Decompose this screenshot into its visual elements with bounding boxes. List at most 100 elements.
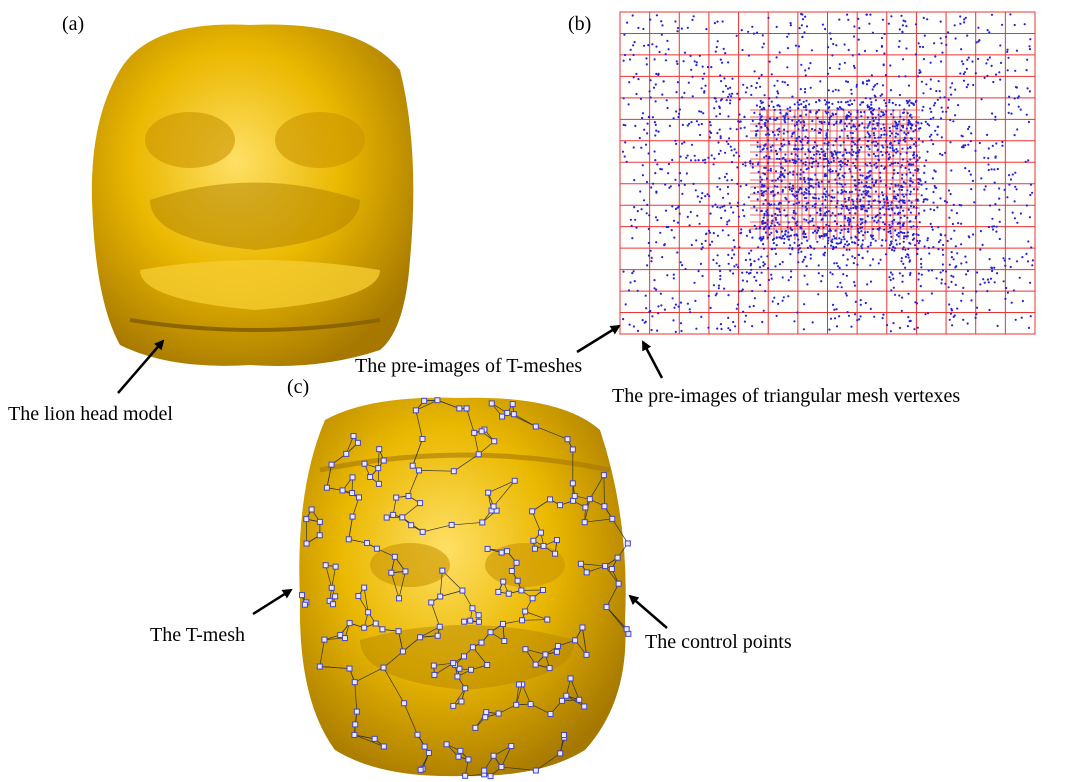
vertex-dot [873,184,875,186]
vertex-dot [795,222,797,224]
vertex-dot [740,185,742,187]
vertex-dot [766,148,768,150]
vertex-dot [840,108,842,110]
vertex-dot [720,80,722,82]
vertex-dot [891,209,893,211]
vertex-dot [727,294,729,296]
vertex-dot [909,274,911,276]
vertex-dot [917,75,919,77]
vertex-dot [723,77,725,79]
vertex-dot [846,264,848,266]
vertex-dot [738,216,740,218]
vertex-dot [824,153,826,155]
vertex-dot [640,98,642,100]
vertex-dot [891,132,893,134]
vertex-dot [822,218,824,220]
vertex-dot [858,27,860,29]
vertex-dot [664,184,666,186]
vertex-dot [918,138,920,140]
vertex-dot [885,253,887,255]
vertex-dot [763,148,765,150]
vertex-dot [792,159,794,161]
control-point [578,561,583,566]
vertex-dot [845,292,847,294]
vertex-dot [716,46,718,48]
vertex-dot [837,101,839,103]
vertex-dot [921,274,923,276]
vertex-dot [903,232,905,234]
vertex-dot [901,31,903,33]
vertex-dot [862,101,864,103]
vertex-dot [904,140,906,142]
vertex-dot [804,275,806,277]
vertex-dot [757,191,759,193]
vertex-dot [710,66,712,68]
vertex-dot [850,326,852,328]
vertex-dot [699,55,701,57]
vertex-dot [805,129,807,131]
vertex-dot [646,212,648,214]
vertex-dot [790,24,792,26]
vertex-dot [952,276,954,278]
control-point [426,750,431,755]
vertex-dot [887,205,889,207]
vertex-dot [916,154,918,156]
vertex-dot [717,235,719,237]
vertex-dot [670,185,672,187]
vertex-dot [902,158,904,160]
vertex-dot [833,262,835,264]
vertex-dot [979,283,981,285]
control-point [509,568,514,573]
vertex-dot [713,163,715,165]
vertex-dot [861,181,863,183]
vertex-dot [1013,289,1015,291]
control-point [456,754,461,759]
vertex-dot [939,97,941,99]
vertex-dot [805,188,807,190]
vertex-dot [838,237,840,239]
vertex-dot [786,36,788,38]
vertex-dot [821,181,823,183]
vertex-dot [871,178,873,180]
vertex-dot [880,217,882,219]
vertex-dot [988,147,990,149]
vertex-dot [915,217,917,219]
vertex-dot [1029,90,1031,92]
vertex-dot [886,146,888,148]
control-point [476,613,481,618]
vertex-dot [896,193,898,195]
vertex-dot [654,58,656,60]
vertex-dot [993,267,995,269]
control-point [568,676,573,681]
vertex-dot [903,237,905,239]
vertex-dot [795,233,797,235]
vertex-dot [785,198,787,200]
vertex-dot [657,312,659,314]
vertex-dot [647,44,649,46]
vertex-dot [932,177,934,179]
control-point [304,541,309,546]
vertex-dot [911,138,913,140]
vertex-dot [873,153,875,155]
vertex-dot [851,191,853,193]
vertex-dot [860,245,862,247]
vertex-dot [724,210,726,212]
control-point [496,711,501,716]
control-point [484,710,489,715]
vertex-dot [655,130,657,132]
vertex-dot [755,280,757,282]
vertex-dot [998,198,1000,200]
vertex-dot [975,72,977,74]
vertex-dot [902,263,904,265]
vertex-dot [754,70,756,72]
vertex-dot [990,278,992,280]
vertex-dot [651,257,653,259]
vertex-dot [855,152,857,154]
vertex-dot [896,243,898,245]
vertex-dot [851,255,853,257]
vertex-dot [912,225,914,227]
vertex-dot [666,274,668,276]
vertex-dot [634,280,636,282]
control-point [548,711,553,716]
vertex-dot [939,153,941,155]
